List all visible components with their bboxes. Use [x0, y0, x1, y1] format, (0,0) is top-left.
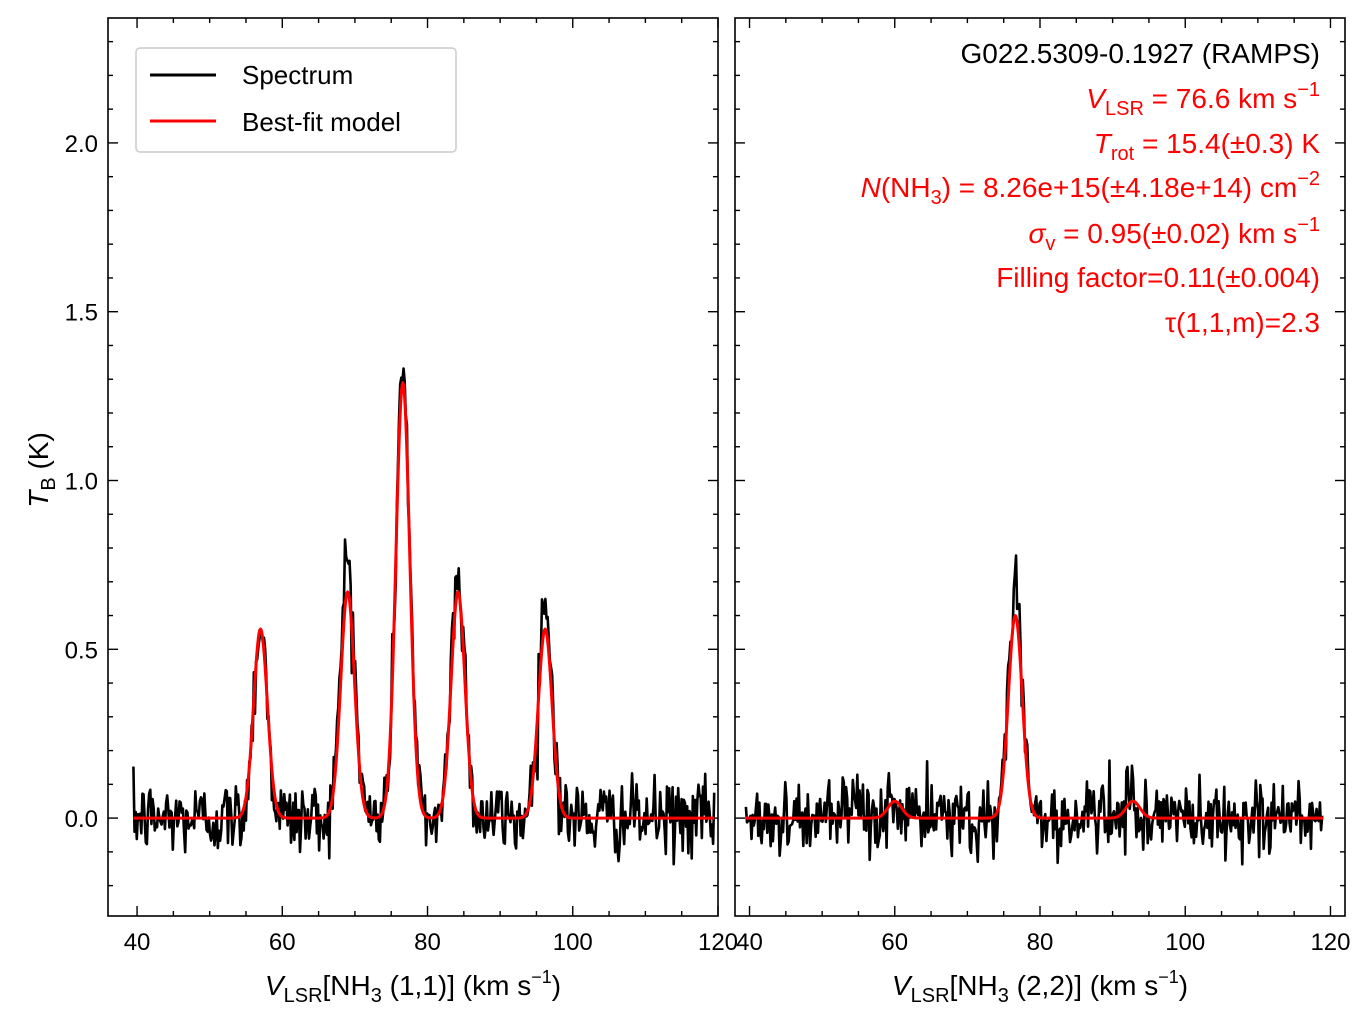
x-tick-label: 40: [736, 929, 763, 956]
column-density-annotation: N(NH3) = 8.26e+15(±4.18e+14) cm−2: [861, 168, 1320, 209]
left-panel-frame: [107, 17, 719, 917]
y-tick-label: 2.0: [65, 131, 98, 158]
x-tick-label: 100: [553, 929, 593, 956]
x-tick-label: 80: [414, 929, 441, 956]
legend-spectrum-label: Spectrum: [242, 60, 353, 90]
y-tick-label: 0.5: [65, 637, 98, 664]
right-panel-series: [744, 554, 1324, 866]
model-line: [745, 614, 1324, 820]
left-axis-ticks: 40 60 80 100 120 0.0 0.5 1.0 1.5 2.0: [65, 18, 738, 956]
spectrum-line: [132, 367, 716, 866]
x-tick-label: 100: [1165, 929, 1205, 956]
model-line: [132, 381, 716, 820]
y-tick-label: 1.5: [65, 300, 98, 327]
legend-model-label: Best-fit model: [242, 107, 401, 137]
trot-annotation: Trot = 15.4(±0.3) K: [1094, 128, 1321, 165]
legend: Spectrum Best-fit model: [135, 47, 457, 153]
sigma-annotation: σv = 0.95(±0.02) km s−1: [1028, 214, 1320, 255]
filling-factor-annotation: Filling factor=0.11(±0.004): [996, 262, 1320, 293]
right-axis-ticks: 40 60 80 100 120: [735, 18, 1350, 956]
fit-annotations: G022.5309-0.1927 (RAMPS) VLSR = 76.6 km …: [861, 38, 1321, 338]
x-tick-label: 80: [1027, 929, 1054, 956]
x-tick-label: 120: [698, 929, 738, 956]
vlsr-annotation: VLSR = 76.6 km s−1: [1086, 79, 1320, 120]
y-tick-label: 1.0: [65, 469, 98, 496]
x-tick-label: 60: [269, 929, 296, 956]
x-tick-label: 120: [1310, 929, 1350, 956]
x-axis-title-left: VLSR[NH3 (1,1)] (km s−1): [265, 967, 561, 1007]
y-tick-label: 0.0: [65, 806, 98, 833]
x-tick-label: 60: [881, 929, 908, 956]
y-axis-title: TB (K): [23, 432, 60, 508]
left-panel-series: [132, 367, 716, 866]
source-name: G022.5309-0.1927 (RAMPS): [960, 38, 1320, 69]
x-tick-label: 40: [124, 929, 151, 956]
tau-annotation: τ(1,1,m)=2.3: [1165, 307, 1320, 338]
x-axis-title-right: VLSR[NH3 (2,2)] (km s−1): [892, 967, 1188, 1007]
